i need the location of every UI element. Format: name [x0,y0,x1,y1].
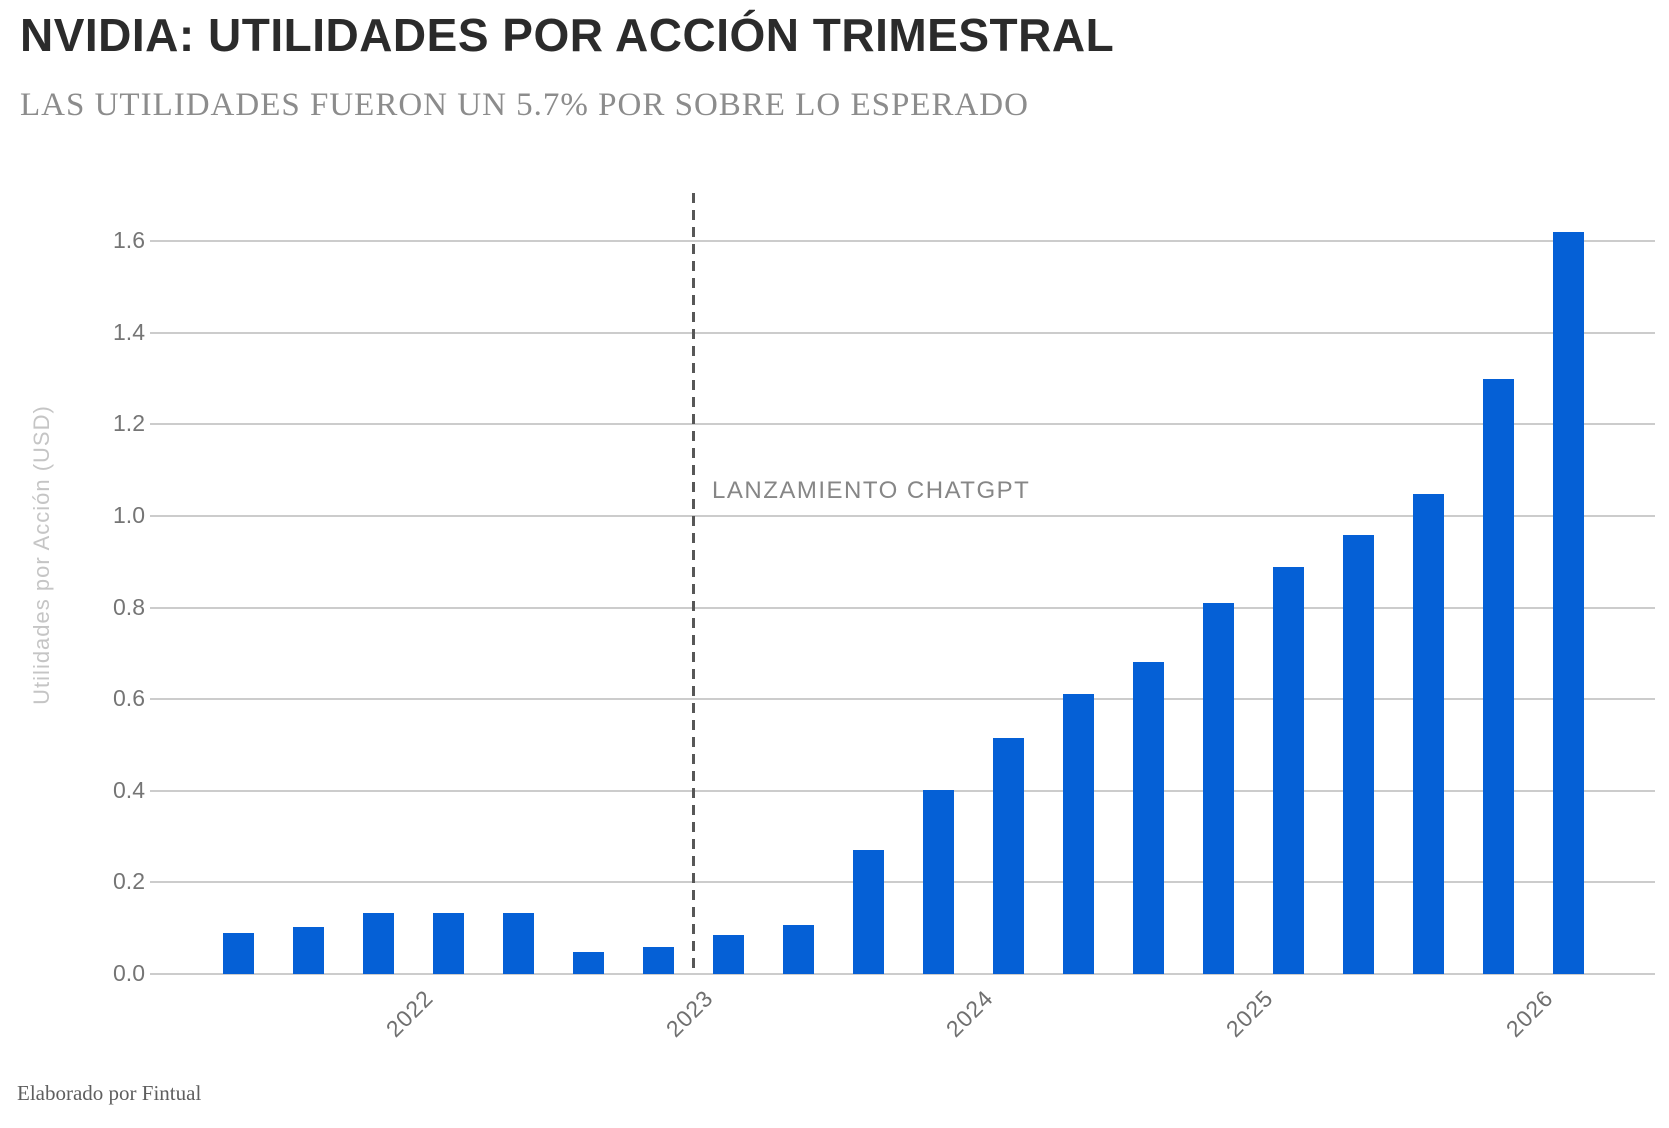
bar-quarter-5 [502,913,534,974]
chatgpt-launch-annotation: LANZAMIENTO CHATGPT [712,477,1031,504]
bar-quarter-13 [1062,694,1094,974]
x-tick-label-2025: 2025 [1206,985,1278,1042]
y-axis-title: Utilidades por Acción (USD) [29,405,54,705]
bar-quarter-18 [1412,494,1444,974]
x-tick-label-2024: 2024 [926,985,998,1042]
chart-title: NVIDIA: UTILIDADES POR ACCIÓN TRIMESTRAL [20,9,1115,61]
bar-quarter-7 [642,947,674,974]
y-tick-label: 1.6 [113,227,145,254]
bar-quarter-2 [292,927,324,974]
x-tick-label-2023: 2023 [646,985,718,1042]
x-tick-label-2026: 2026 [1486,985,1558,1042]
y-tick-label: 0.4 [113,776,145,803]
bar-quarter-4 [432,913,464,974]
x-tick-label-text: 2023 [660,984,718,1042]
bar-quarter-20 [1552,232,1584,974]
gridline [150,240,1655,243]
gridline [150,698,1655,701]
gridline [150,606,1655,609]
bar-quarter-15 [1202,603,1234,974]
bar-quarter-10 [852,850,884,974]
bar-quarter-1 [222,933,254,974]
gridline [150,423,1655,426]
y-tick-label: 0.6 [113,685,145,712]
chart-subtitle: LAS UTILIDADES FUERON UN 5.7% POR SOBRE … [20,87,1029,123]
gridline [150,515,1655,517]
bar-quarter-16 [1272,567,1304,974]
gridline [150,331,1655,334]
bar-quarter-11 [922,790,954,974]
y-tick-label: 0.0 [113,960,145,986]
gridline [150,973,1655,975]
bar-quarter-9 [782,925,814,974]
x-tick-label-2022: 2022 [366,985,438,1042]
x-tick-label-text: 2025 [1220,984,1278,1042]
source-credit: Elaborado por Fintual [17,1081,202,1105]
bar-quarter-19 [1482,379,1514,974]
x-tick-label-text: 2026 [1500,984,1558,1042]
gridline [150,789,1655,792]
chatgpt-launch-line [691,193,695,974]
bar-quarter-8 [712,935,744,974]
bar-quarter-6 [572,952,604,974]
y-tick-label: 0.2 [113,868,145,895]
y-tick-label: 1.2 [113,410,145,437]
bar-quarter-3 [362,913,394,974]
x-tick-label-text: 2024 [940,984,998,1042]
gridline [150,881,1655,884]
bar-quarter-17 [1342,535,1374,974]
bar-quarter-14 [1132,662,1164,974]
y-tick-label: 0.8 [113,593,145,620]
y-tick-label: 1.4 [113,318,145,345]
y-tick-label: 1.0 [113,502,145,528]
bar-quarter-12 [992,738,1024,974]
x-tick-label-text: 2022 [380,984,438,1042]
